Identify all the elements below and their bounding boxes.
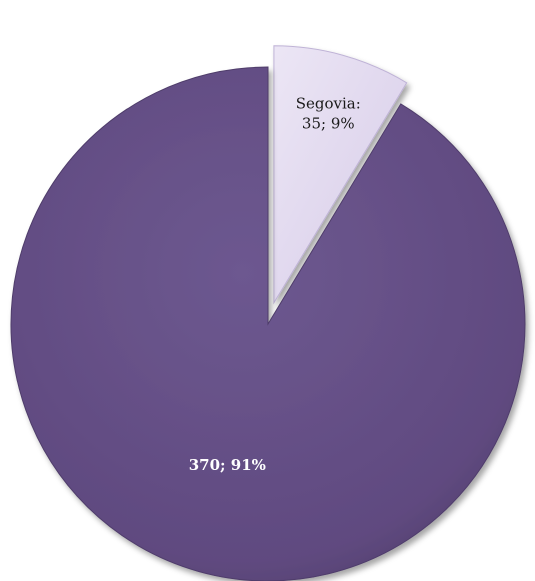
- pie-slice-other: [10, 66, 526, 581]
- slice-label-name: Segovia:: [296, 95, 361, 113]
- slice-label-value: 35; 9%: [302, 115, 355, 133]
- slice-label-main: 370; 91%: [189, 456, 266, 474]
- slice-label-segovia: Segovia: 35; 9%: [296, 95, 361, 133]
- pie-slice-segovia: [273, 45, 408, 305]
